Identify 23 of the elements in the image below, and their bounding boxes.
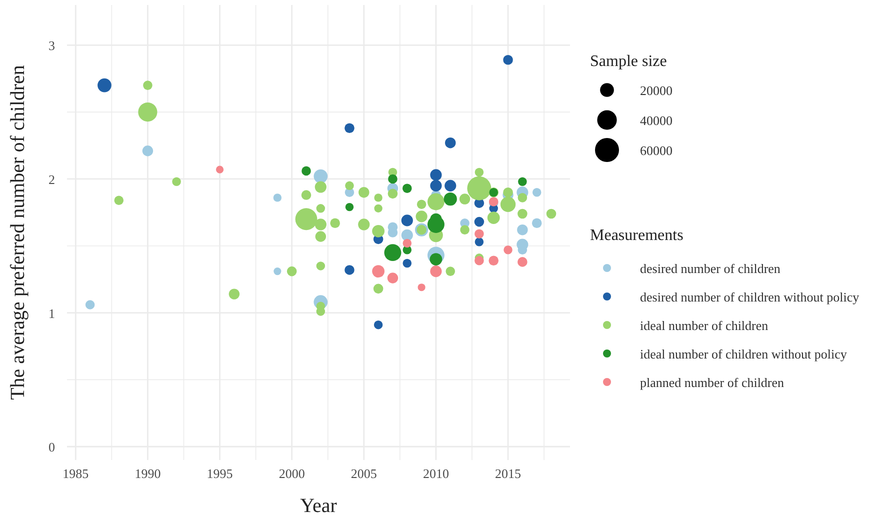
y-tick-label: 2 — [48, 172, 55, 187]
x-tick-label: 2015 — [495, 466, 522, 481]
x-tick-label: 1985 — [62, 466, 89, 481]
legend-label: 60000 — [640, 143, 672, 158]
x-tick-label: 2010 — [422, 466, 449, 481]
legend-label: 20000 — [640, 83, 672, 98]
y-tick-label: 1 — [48, 306, 55, 321]
legend-label: desired number of children — [640, 261, 781, 276]
x-tick-label: 1990 — [134, 466, 161, 481]
y-tick-label: 3 — [48, 38, 55, 54]
x-tick-label: 1995 — [206, 466, 233, 481]
x-tick-label: 2005 — [350, 466, 377, 481]
x-axis-title: Year — [300, 495, 338, 517]
legend-label: ideal number of children without policy — [640, 346, 848, 362]
legend-label: 40000 — [640, 113, 672, 128]
y-axis-title: The average preferred number of children — [7, 65, 29, 400]
legend-label: ideal number of children — [640, 318, 769, 333]
y-tick-label: 0 — [48, 440, 55, 455]
x-tick-label: 2000 — [278, 466, 305, 481]
legend-title: Measurements — [590, 227, 684, 244]
legend-label: desired number of children without policy — [640, 290, 860, 304]
text: Sample size — [590, 53, 667, 70]
legend-label: planned number of children — [640, 375, 785, 390]
